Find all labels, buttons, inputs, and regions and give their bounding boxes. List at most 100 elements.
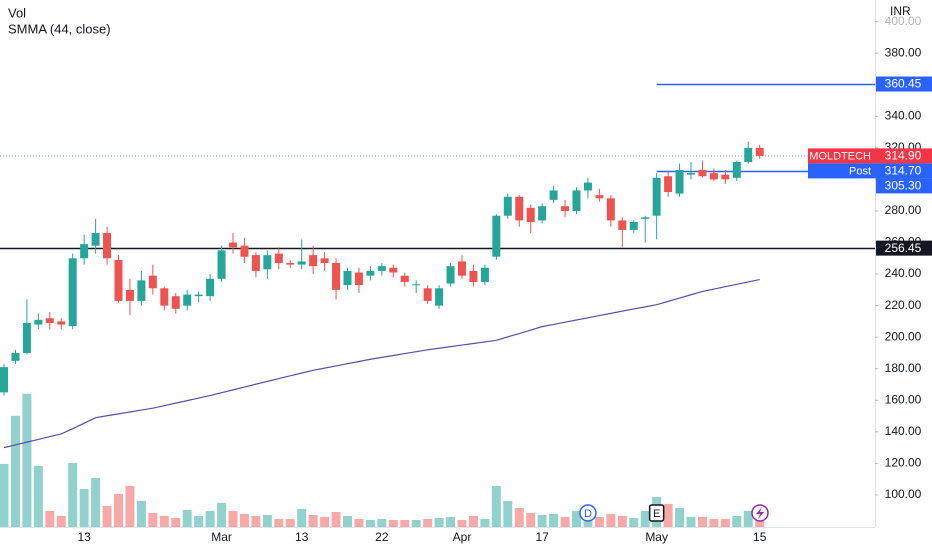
volume-bar	[274, 518, 284, 527]
x-tick-label: 17	[535, 530, 549, 544]
candle-body	[114, 259, 123, 301]
x-tick-label: 15	[753, 530, 767, 544]
volume-bar	[423, 518, 433, 527]
price-label: 314.70	[885, 164, 922, 178]
candle-body	[664, 176, 673, 193]
candle-body	[103, 233, 112, 259]
volume-bar	[434, 517, 444, 527]
volume-bar	[56, 515, 66, 527]
layers: D E 13 Mar 13 22 Apr 17 May 15 100.00 120.00 140.00 1…	[0, 14, 932, 544]
x-tick-label: May	[645, 530, 668, 544]
volume-bar	[125, 485, 135, 527]
legend-vol: Vol	[8, 5, 26, 20]
candle-body	[721, 174, 730, 180]
candle-body	[286, 263, 295, 265]
y-tick-label: 140.00	[885, 424, 922, 438]
volume-bar	[549, 513, 559, 527]
volume-bar	[720, 518, 730, 527]
volume-bar	[217, 502, 227, 527]
candle-body	[263, 255, 272, 270]
candle-body	[274, 253, 283, 264]
candle-body	[618, 220, 627, 230]
candle-body	[755, 147, 764, 156]
y-tick-label: 400.00	[885, 14, 922, 28]
candle-body	[583, 182, 592, 191]
volume-bar	[640, 510, 650, 527]
candle-body	[217, 250, 226, 279]
volume-bar	[22, 393, 32, 527]
candle-body	[641, 217, 650, 219]
volume-bar	[297, 508, 307, 527]
price-label: 360.45	[885, 77, 922, 91]
candle-body	[561, 206, 570, 211]
price-label-box	[876, 163, 932, 179]
x-tick-label: 13	[77, 530, 91, 544]
candle-body	[309, 255, 318, 267]
y-tick-label: 100.00	[885, 487, 922, 501]
volume-bar	[629, 517, 639, 527]
y-tick-label: 160.00	[885, 392, 922, 406]
smma-line	[3, 279, 760, 449]
candle-body	[389, 267, 398, 273]
candle-body	[229, 242, 237, 248]
volume-bar	[377, 518, 387, 527]
volume-bar	[136, 500, 146, 527]
candle-body	[572, 190, 581, 211]
x-tick-label: Apr	[453, 530, 472, 544]
candle-body	[194, 294, 203, 297]
volume-bar	[663, 503, 673, 527]
volume-bar	[514, 507, 524, 527]
volume-bar	[10, 415, 20, 527]
candle-body	[698, 169, 707, 177]
volume-bar	[331, 511, 341, 527]
candle-body	[458, 261, 466, 276]
y-tick-label: 240.00	[885, 266, 922, 280]
candle-body	[744, 147, 753, 163]
volume-bar	[0, 463, 9, 527]
candle-body	[492, 215, 501, 257]
y-tick-label: 380.00	[885, 45, 922, 59]
y-tick-label: 280.00	[885, 203, 922, 217]
candle-body	[652, 177, 661, 216]
candle-body	[675, 169, 684, 194]
volume-bar	[33, 465, 43, 527]
candle-body	[80, 244, 89, 259]
candle-body	[354, 272, 363, 286]
volume-bar	[45, 510, 55, 527]
candle-body	[480, 267, 489, 282]
candle-body	[549, 190, 558, 200]
candle-body	[22, 322, 31, 353]
price-name: MOLDTECH	[809, 150, 871, 162]
volume-bar	[388, 519, 398, 527]
volume-bar	[285, 518, 295, 527]
candle-body	[538, 206, 547, 221]
event-marker	[648, 504, 665, 522]
candle-body	[469, 270, 478, 282]
price-name-box	[808, 163, 876, 179]
price-label-box	[876, 178, 932, 194]
price-label-box	[876, 240, 932, 256]
volume-bar	[480, 518, 490, 527]
volume-bar	[491, 485, 501, 527]
candle-body	[125, 289, 134, 301]
candle-body	[343, 270, 352, 286]
volume-bar	[228, 510, 238, 527]
candle-body	[183, 294, 192, 306]
x-tick-label: 22	[375, 530, 389, 544]
candle-body	[206, 278, 215, 297]
candle-body	[0, 367, 8, 393]
volume-bar	[411, 519, 421, 527]
candle-body	[240, 245, 249, 257]
candle-body	[160, 288, 169, 306]
volume-bar	[457, 519, 467, 527]
candle-body	[148, 275, 157, 289]
volume-bar	[365, 519, 375, 527]
volume-bar	[114, 493, 123, 527]
volume-bar	[526, 512, 536, 527]
volume-bar	[159, 515, 169, 527]
candle-body	[606, 198, 615, 221]
candle-body	[11, 352, 20, 361]
y-tick-label: 220.00	[885, 298, 922, 312]
x-tick-label: Mar	[211, 530, 232, 544]
